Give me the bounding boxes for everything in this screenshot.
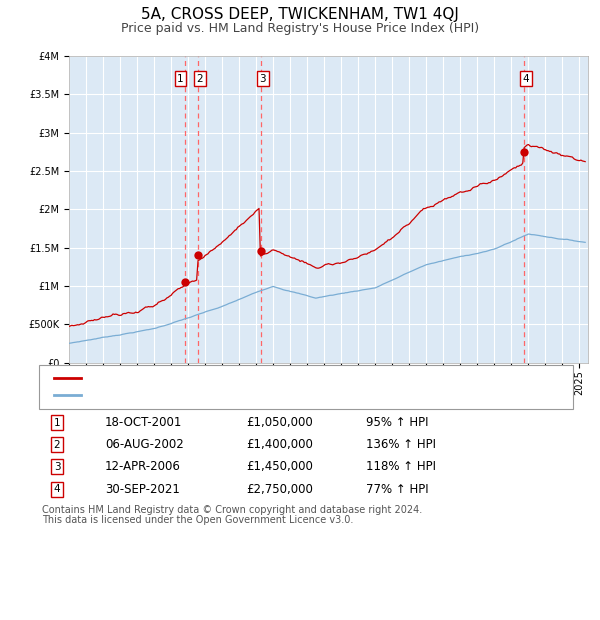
Text: £2,750,000: £2,750,000 [246,483,313,495]
Text: Contains HM Land Registry data © Crown copyright and database right 2024.: Contains HM Land Registry data © Crown c… [42,505,422,515]
Text: 06-AUG-2002: 06-AUG-2002 [105,438,184,451]
Text: This data is licensed under the Open Government Licence v3.0.: This data is licensed under the Open Gov… [42,515,353,525]
Text: 5A, CROSS DEEP, TWICKENHAM, TW1 4QJ: 5A, CROSS DEEP, TWICKENHAM, TW1 4QJ [141,7,459,22]
Text: 5A, CROSS DEEP, TWICKENHAM, TW1 4QJ (detached house): 5A, CROSS DEEP, TWICKENHAM, TW1 4QJ (det… [87,373,420,383]
Text: Price paid vs. HM Land Registry's House Price Index (HPI): Price paid vs. HM Land Registry's House … [121,22,479,35]
Text: £1,450,000: £1,450,000 [246,461,313,473]
Text: 1: 1 [177,74,184,84]
Text: 2: 2 [53,440,61,450]
Text: 4: 4 [523,74,529,84]
Text: 1: 1 [53,418,61,428]
Text: 3: 3 [259,74,266,84]
Text: 136% ↑ HPI: 136% ↑ HPI [366,438,436,451]
Text: 18-OCT-2001: 18-OCT-2001 [105,417,182,429]
Text: £1,400,000: £1,400,000 [246,438,313,451]
Text: 2: 2 [197,74,203,84]
Text: £1,050,000: £1,050,000 [246,417,313,429]
Text: HPI: Average price, detached house, Richmond upon Thames: HPI: Average price, detached house, Rich… [87,391,428,401]
Text: 3: 3 [53,462,61,472]
Text: 30-SEP-2021: 30-SEP-2021 [105,483,180,495]
Text: 118% ↑ HPI: 118% ↑ HPI [366,461,436,473]
Text: 77% ↑ HPI: 77% ↑ HPI [366,483,428,495]
Text: 95% ↑ HPI: 95% ↑ HPI [366,417,428,429]
Text: 4: 4 [53,484,61,494]
Text: 12-APR-2006: 12-APR-2006 [105,461,181,473]
